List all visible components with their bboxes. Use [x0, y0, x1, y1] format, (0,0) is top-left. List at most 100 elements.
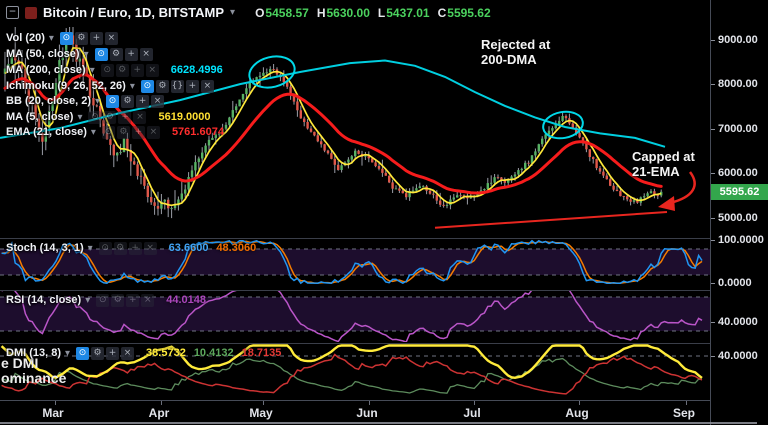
- open-value: 5458.57: [265, 5, 309, 20]
- add-icon[interactable]: +: [126, 293, 140, 307]
- visibility-icon[interactable]: ⊙: [76, 346, 90, 360]
- visibility-icon[interactable]: ⊙: [98, 241, 112, 255]
- chevron-down-icon[interactable]: ▾: [230, 7, 236, 18]
- indicator-label[interactable]: Stoch (14, 3, 1): [6, 242, 84, 254]
- adx-value: 38.5732: [146, 347, 186, 359]
- indicator-label[interactable]: MA (5, close): [6, 111, 74, 123]
- indicator-label[interactable]: BB (20, close, 2): [6, 95, 91, 107]
- watermark-text: e DMI ominance: [1, 356, 66, 386]
- adx-line: [0, 344, 703, 380]
- close-icon[interactable]: ×: [133, 110, 147, 124]
- add-icon[interactable]: +: [130, 63, 144, 77]
- indicator-row-ma5: MA (5, close) ▾ ⊙ ⚙ + × 5619.0000: [6, 110, 210, 124]
- add-icon[interactable]: +: [118, 110, 132, 124]
- close-icon[interactable]: ×: [121, 346, 135, 360]
- gear-icon[interactable]: ⚙: [116, 125, 130, 139]
- chevron-down-icon[interactable]: ▾: [90, 126, 96, 138]
- time-scale[interactable]: Mar Apr May Jun Jul Aug Sep: [0, 400, 768, 425]
- visibility-icon[interactable]: ⊙: [96, 293, 110, 307]
- close-icon[interactable]: ×: [151, 94, 165, 108]
- indicator-row-bb: BB (20, close, 2) ▾ ⊙ ⚙ + ×: [6, 94, 165, 108]
- watermark-line: e DMI: [1, 355, 39, 371]
- month-label: Mar: [42, 406, 64, 420]
- price-tick: 6000.00: [711, 167, 758, 179]
- add-icon[interactable]: +: [128, 241, 142, 255]
- gear-icon[interactable]: ⚙: [111, 293, 125, 307]
- month-label: Jul: [463, 406, 481, 420]
- indicator-label[interactable]: RSI (14, close): [6, 294, 82, 306]
- symbol-title[interactable]: Bitcoin / Euro, 1D, BITSTAMP: [43, 5, 225, 20]
- time-tick-mark: [579, 401, 580, 405]
- support-trendline[interactable]: [434, 211, 668, 229]
- indicator-label[interactable]: Vol (20): [6, 32, 45, 44]
- source-code-icon[interactable]: {}: [170, 79, 184, 93]
- close-icon[interactable]: ×: [145, 63, 159, 77]
- panel-divider[interactable]: [0, 343, 768, 344]
- visibility-icon[interactable]: ⊙: [101, 125, 115, 139]
- time-tick-mark: [161, 401, 162, 405]
- visibility-icon[interactable]: ⊙: [94, 47, 108, 61]
- highlight-ellipse-2[interactable]: [541, 109, 585, 142]
- add-icon[interactable]: +: [131, 125, 145, 139]
- rsi-value: 44.0148: [166, 294, 206, 306]
- ma200-value: 6628.4996: [170, 64, 223, 76]
- indicator-label[interactable]: Ichimoku (9, 26, 52, 26): [6, 80, 126, 92]
- gear-icon[interactable]: ⚙: [103, 110, 117, 124]
- indicator-label[interactable]: MA (200, close): [6, 64, 86, 76]
- close-icon[interactable]: ×: [143, 241, 157, 255]
- chevron-down-icon[interactable]: ▾: [89, 64, 95, 76]
- annotation-rejected: Rejected at 200-DMA: [481, 37, 550, 67]
- chevron-down-icon[interactable]: ▾: [87, 242, 93, 254]
- add-icon[interactable]: +: [106, 346, 120, 360]
- chevron-down-icon[interactable]: ▾: [129, 80, 135, 92]
- visibility-icon[interactable]: ⊙: [59, 31, 73, 45]
- panel-divider[interactable]: [0, 238, 768, 239]
- visibility-icon[interactable]: ⊙: [88, 110, 102, 124]
- chevron-down-icon[interactable]: ▾: [83, 48, 89, 60]
- price-scale[interactable]: 9000.00 8000.00 7000.00 6000.00 5000.00 …: [710, 0, 768, 400]
- gear-icon[interactable]: ⚙: [155, 79, 169, 93]
- gear-icon[interactable]: ⚙: [91, 346, 105, 360]
- close-icon[interactable]: ×: [200, 79, 214, 93]
- visibility-icon[interactable]: ⊙: [106, 94, 120, 108]
- chevron-down-icon[interactable]: ▾: [94, 95, 101, 107]
- month-label: Jun: [356, 406, 378, 420]
- di-plus-value: 10.4132: [193, 347, 234, 359]
- visibility-icon[interactable]: ⊙: [100, 63, 114, 77]
- capped-arrow-head: [658, 196, 675, 211]
- time-tick-mark: [474, 401, 475, 405]
- indicator-row-ma50: MA (50, close) ▾ ⊙ ⚙ + ×: [6, 47, 153, 61]
- indicator-label[interactable]: MA (50, close): [6, 48, 80, 60]
- panel-divider[interactable]: [0, 290, 768, 291]
- add-icon[interactable]: +: [136, 94, 150, 108]
- close-icon[interactable]: ×: [139, 47, 153, 61]
- capped-arrow[interactable]: [669, 171, 696, 205]
- add-icon[interactable]: +: [124, 47, 138, 61]
- price-tick: 9000.00: [711, 34, 758, 46]
- indicator-label[interactable]: EMA (21, close): [6, 126, 87, 138]
- close-icon[interactable]: ×: [141, 293, 155, 307]
- indicator-label[interactable]: DMI (13, 8): [6, 347, 62, 359]
- time-tick-mark: [686, 401, 687, 405]
- collapse-icon[interactable]: −: [6, 6, 19, 19]
- time-tick-mark: [263, 401, 264, 405]
- chevron-down-icon[interactable]: ▾: [77, 111, 83, 123]
- close-icon[interactable]: ×: [104, 31, 118, 45]
- visibility-icon[interactable]: ⊙: [140, 79, 154, 93]
- gear-icon[interactable]: ⚙: [74, 31, 88, 45]
- stoch-scale-tick: 100.0000: [711, 234, 764, 246]
- highlight-ellipse-1[interactable]: [246, 52, 298, 92]
- close-icon[interactable]: ×: [146, 125, 160, 139]
- add-icon[interactable]: +: [89, 31, 103, 45]
- add-icon[interactable]: +: [185, 79, 199, 93]
- gear-icon[interactable]: ⚙: [121, 94, 135, 108]
- chevron-down-icon[interactable]: ▾: [48, 32, 54, 44]
- gear-icon[interactable]: ⚙: [109, 47, 123, 61]
- chevron-down-icon[interactable]: ▾: [65, 347, 71, 359]
- gear-icon[interactable]: ⚙: [113, 241, 127, 255]
- gear-icon[interactable]: ⚙: [115, 63, 129, 77]
- chevron-down-icon[interactable]: ▾: [85, 294, 91, 306]
- bottom-edge-strip: [0, 422, 757, 424]
- price-tick: 7000.00: [711, 123, 758, 135]
